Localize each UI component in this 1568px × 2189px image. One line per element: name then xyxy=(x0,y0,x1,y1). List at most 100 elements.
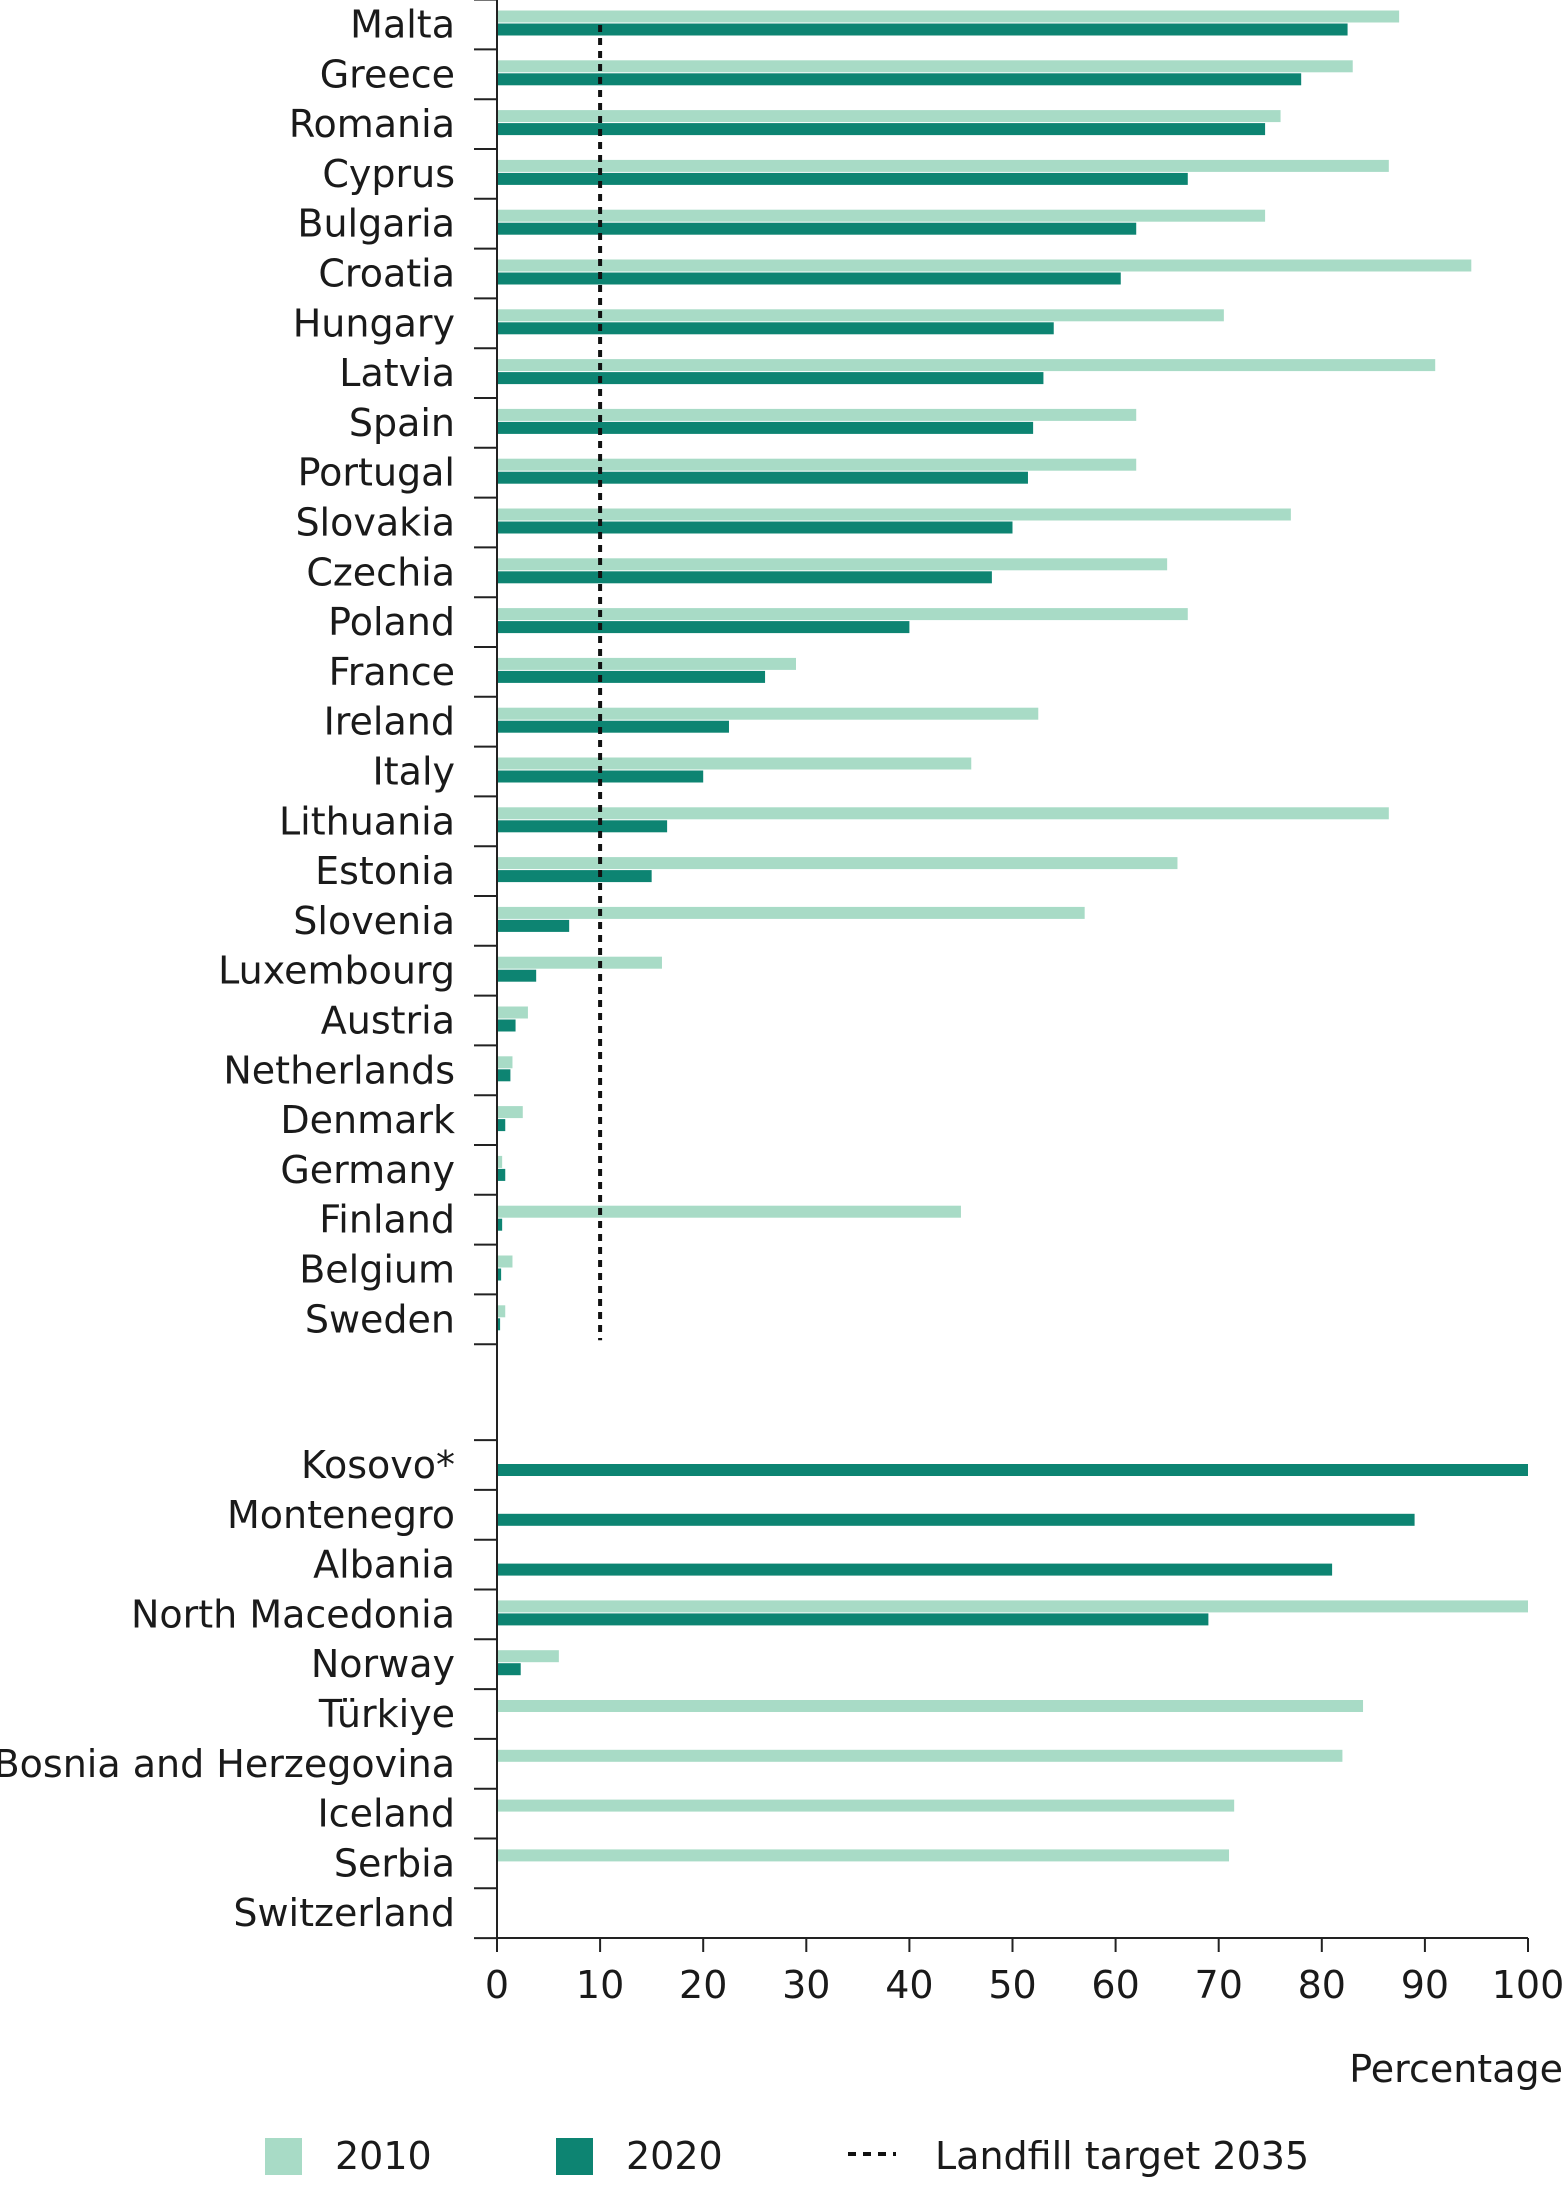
bar-2020 xyxy=(497,1563,1333,1576)
legend-label: 2010 xyxy=(335,2134,432,2178)
category-label: North Macedonia xyxy=(131,1592,455,1636)
bar-2010 xyxy=(497,807,1389,820)
bar-2020 xyxy=(497,1513,1415,1526)
category-label: Montenegro xyxy=(227,1493,455,1537)
legend-label: Landfill target 2035 xyxy=(935,2134,1309,2178)
x-tick-label: 90 xyxy=(1401,1963,1449,2007)
category-label: Belgium xyxy=(299,1248,455,1292)
bar-2010 xyxy=(497,657,796,670)
bar-2020 xyxy=(497,571,992,584)
bar-2010 xyxy=(497,1799,1235,1812)
bar-2010 xyxy=(497,558,1168,571)
bar-2020 xyxy=(497,1318,501,1331)
bar-2020 xyxy=(497,820,668,833)
category-label: Finland xyxy=(319,1198,455,1242)
category-label: Denmark xyxy=(280,1098,455,1142)
bar-2010 xyxy=(497,10,1400,23)
category-label: Serbia xyxy=(334,1841,455,1885)
x-tick-label: 40 xyxy=(885,1963,933,2007)
x-tick-label: 80 xyxy=(1298,1963,1346,2007)
category-label: Switzerland xyxy=(233,1891,455,1935)
category-label: Cyprus xyxy=(322,152,455,196)
category-label: Netherlands xyxy=(223,1048,455,1092)
bar-2010 xyxy=(497,1600,1528,1613)
category-label: Bulgaria xyxy=(297,202,455,246)
bar-2020 xyxy=(497,372,1044,385)
bar-2020 xyxy=(497,1613,1209,1626)
bar-2020 xyxy=(497,23,1348,36)
category-label: Slovenia xyxy=(293,899,455,943)
x-tick-label: 30 xyxy=(782,1963,830,2007)
category-label: Malta xyxy=(350,3,455,47)
bar-2010 xyxy=(497,1749,1343,1762)
x-tick-label: 0 xyxy=(485,1963,509,2007)
bar-2010 xyxy=(497,508,1291,521)
bar-2020 xyxy=(497,222,1137,235)
category-label: Albania xyxy=(313,1543,455,1587)
bar-2020 xyxy=(497,1663,521,1676)
category-label: Sweden xyxy=(305,1297,455,1341)
x-tick-label: 20 xyxy=(679,1963,727,2007)
category-label: Kosovo* xyxy=(301,1443,455,1487)
bar-2010 xyxy=(497,408,1137,421)
bar-2020 xyxy=(497,1268,502,1281)
category-label: Slovakia xyxy=(295,501,455,545)
bar-2010 xyxy=(497,309,1224,322)
x-tick-label: 60 xyxy=(1091,1963,1139,2007)
bar-2010 xyxy=(497,1106,523,1119)
category-label: Czechia xyxy=(306,550,455,594)
bar-2010 xyxy=(497,359,1436,372)
category-label: Iceland xyxy=(317,1792,455,1836)
bar-2020 xyxy=(497,770,704,783)
bar-2020 xyxy=(497,1119,506,1132)
category-label: Luxembourg xyxy=(218,949,455,993)
category-label: Ireland xyxy=(324,700,455,744)
bar-2010 xyxy=(497,906,1085,919)
category-label: Estonia xyxy=(315,849,455,893)
legend: 2010 2020 Landfill target 2035 xyxy=(265,2134,1309,2178)
bar-2010 xyxy=(497,159,1389,172)
category-label: Greece xyxy=(320,52,455,96)
bar-2010 xyxy=(497,1155,503,1168)
bar-2020 xyxy=(497,272,1121,285)
x-tick-label: 50 xyxy=(988,1963,1036,2007)
bar-2010 xyxy=(497,1006,528,1019)
legend-swatch-2020 xyxy=(556,2138,593,2175)
axes: 0 10 20 30 40 50 60 70 80 90 100 xyxy=(474,0,1564,2007)
x-tick-label: 10 xyxy=(576,1963,624,2007)
bar-2010 xyxy=(497,259,1472,272)
bar-2010 xyxy=(497,956,662,969)
bar-2010 xyxy=(497,757,972,770)
bar-2020 xyxy=(497,720,729,733)
category-label: Türkiye xyxy=(318,1692,455,1736)
category-label: Lithuania xyxy=(279,799,455,843)
category-label: Bosnia and Herzegovina xyxy=(0,1742,455,1786)
bar-2020 xyxy=(497,471,1028,484)
category-label: Portugal xyxy=(298,451,455,495)
bar-2020 xyxy=(497,670,766,683)
category-label: France xyxy=(329,650,455,694)
bar-2010 xyxy=(497,1849,1230,1862)
category-label: Germany xyxy=(280,1148,455,1192)
bar-2020 xyxy=(497,1218,503,1231)
bar-2020 xyxy=(497,172,1188,185)
bar-2010 xyxy=(497,1205,961,1218)
bar-2010 xyxy=(497,209,1266,222)
bar-2020 xyxy=(497,123,1266,136)
bar-2020 xyxy=(497,1464,1528,1476)
x-axis-label: Percentage xyxy=(1349,2047,1563,2091)
bar-2020 xyxy=(497,322,1054,335)
category-label: Poland xyxy=(328,600,455,644)
bar-2020 xyxy=(497,1168,506,1181)
category-label: Latvia xyxy=(339,351,455,395)
bar-2010 xyxy=(497,60,1353,73)
category-label: Austria xyxy=(321,999,455,1043)
bar-2010 xyxy=(497,1700,1364,1712)
bar-2010 xyxy=(497,857,1178,870)
x-tick-label: 70 xyxy=(1195,1963,1243,2007)
category-label: Romania xyxy=(289,102,455,146)
bar-2020 xyxy=(497,421,1034,434)
bar-2020 xyxy=(497,521,1013,534)
bar-2020 xyxy=(497,919,570,932)
